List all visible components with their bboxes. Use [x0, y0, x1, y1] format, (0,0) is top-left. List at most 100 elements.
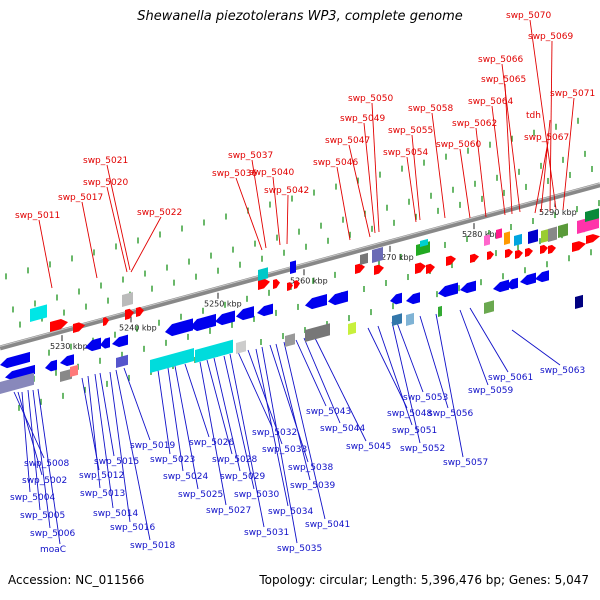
gene-features: [0, 208, 600, 394]
reverse-gene-arrow: [535, 270, 549, 283]
top-leader-line: [106, 186, 128, 273]
gene-box: [514, 233, 522, 246]
bottom-gene-label: swp_5025: [178, 490, 223, 500]
gene-box: [406, 312, 414, 326]
top-gene-label: swp_5071: [550, 89, 595, 99]
bottom-gene-label: swp_5005: [20, 511, 65, 521]
gene-box: [348, 321, 356, 335]
forward-gene-arrow: [426, 263, 435, 274]
gene-box: [484, 300, 494, 314]
bottom-leader-line: [237, 351, 273, 428]
gene-box: [30, 304, 47, 322]
bottom-leader-line: [123, 367, 151, 441]
top-leader-line: [540, 119, 551, 213]
forward-gene-arrow: [505, 248, 513, 258]
forward-gene-arrow: [525, 247, 533, 257]
top-leader-line: [371, 102, 380, 233]
bottom-gene-label: swp_5018: [130, 541, 175, 551]
reverse-gene-arrow: [493, 279, 509, 293]
reverse-gene-arrow: [438, 282, 458, 298]
bottom-leader-line: [167, 367, 184, 472]
top-leader-line: [406, 156, 417, 223]
top-leader-line: [459, 148, 471, 219]
top-leader-line: [286, 194, 289, 245]
bottom-leader-line: [27, 389, 41, 511]
bottom-gene-label: swp_5014: [93, 509, 138, 519]
top-leader-line: [106, 164, 131, 271]
gene-box: [360, 252, 368, 265]
top-leader-line: [501, 63, 521, 213]
top-gene-label: swp_5049: [340, 114, 385, 124]
forward-gene-arrow: [136, 306, 144, 317]
bottom-leader-line: [255, 348, 289, 507]
bottom-gene-label: swp_5041: [305, 520, 350, 530]
reverse-gene-arrow: [165, 318, 193, 337]
bottom-gene-label: swp_5045: [346, 442, 391, 452]
gene-box: [70, 364, 78, 377]
genome-backbone: [0, 182, 600, 351]
bottom-gene-label: swp_5052: [400, 444, 445, 454]
bottom-leader-line: [206, 359, 233, 455]
label-leader-lines: [13, 19, 575, 545]
bottom-leader-line: [184, 363, 210, 438]
reverse-gene-arrow: [406, 292, 420, 305]
bottom-leader-line: [303, 337, 341, 424]
axis-tick-label: 5230 kbp: [50, 342, 88, 351]
top-gene-label: swp_5047: [325, 136, 370, 146]
top-gene-label: swp_5017: [58, 193, 103, 203]
reverse-gene-arrow: [100, 337, 110, 349]
gene-box: [528, 229, 538, 244]
bottom-leader-line: [229, 353, 265, 528]
top-gene-label: swp_5046: [313, 158, 358, 168]
top-gene-label: swp_5050: [348, 94, 393, 104]
top-leader-line: [130, 216, 162, 273]
top-gene-label: swp_5042: [264, 186, 309, 196]
bottom-leader-line: [157, 369, 171, 455]
top-gene-label: swp_5069: [528, 32, 573, 42]
forward-gene-arrow: [294, 280, 300, 289]
gene-box: [585, 208, 599, 222]
bottom-leader-line: [99, 372, 115, 457]
bottom-leader-line: [367, 327, 408, 409]
bottom-leader-line: [174, 365, 199, 490]
top-gene-label: swp_5021: [83, 156, 128, 166]
top-gene-label: swp_5036: [212, 169, 257, 179]
bottom-leader-line: [511, 329, 561, 366]
forward-gene-arrow: [273, 279, 280, 289]
gene-box: [484, 234, 490, 246]
gene-box: [420, 238, 428, 247]
accession-text: Accession: NC_011566: [8, 573, 145, 587]
top-gene-label: swp_5070: [506, 11, 551, 21]
bottom-leader-line: [213, 357, 241, 472]
forward-gene-arrow: [446, 255, 456, 266]
bottom-leader-line: [435, 313, 464, 458]
gene-box: [258, 267, 268, 281]
forward-gene-arrow: [487, 251, 494, 260]
forward-gene-arrow: [287, 282, 293, 291]
reverse-gene-arrow: [0, 351, 30, 369]
forward-gene-arrow: [374, 264, 384, 275]
genome-stats-text: Topology: circular; Length: 5,396,476 bp…: [259, 573, 589, 587]
bottom-gene-label: swp_5027: [206, 506, 251, 516]
reverse-gene-arrow: [190, 313, 216, 332]
top-leader-line: [363, 122, 376, 234]
bottom-leader-line: [13, 391, 45, 459]
gene-box: [496, 228, 502, 239]
bottom-gene-label: swp_5008: [24, 459, 69, 469]
bottom-leader-line: [459, 309, 489, 386]
top-gene-label: swp_5064: [468, 97, 513, 107]
bottom-leader-line: [469, 307, 509, 373]
top-leader-line: [336, 166, 351, 241]
bottom-gene-label: swp_5024: [163, 472, 208, 482]
reverse-gene-arrow: [520, 272, 536, 286]
bottom-leader-line: [313, 335, 367, 442]
axis-tick-label: 5280 kbp: [462, 230, 500, 239]
bottom-gene-label: swp_5059: [468, 386, 513, 396]
gene-box: [372, 247, 383, 263]
bottom-gene-label: swp_5031: [244, 528, 289, 538]
top-leader-line: [38, 219, 53, 289]
gene-box: [0, 372, 34, 394]
forward-gene-arrow: [572, 241, 586, 252]
bottom-leader-line: [109, 371, 131, 523]
top-leader-line: [529, 19, 557, 210]
